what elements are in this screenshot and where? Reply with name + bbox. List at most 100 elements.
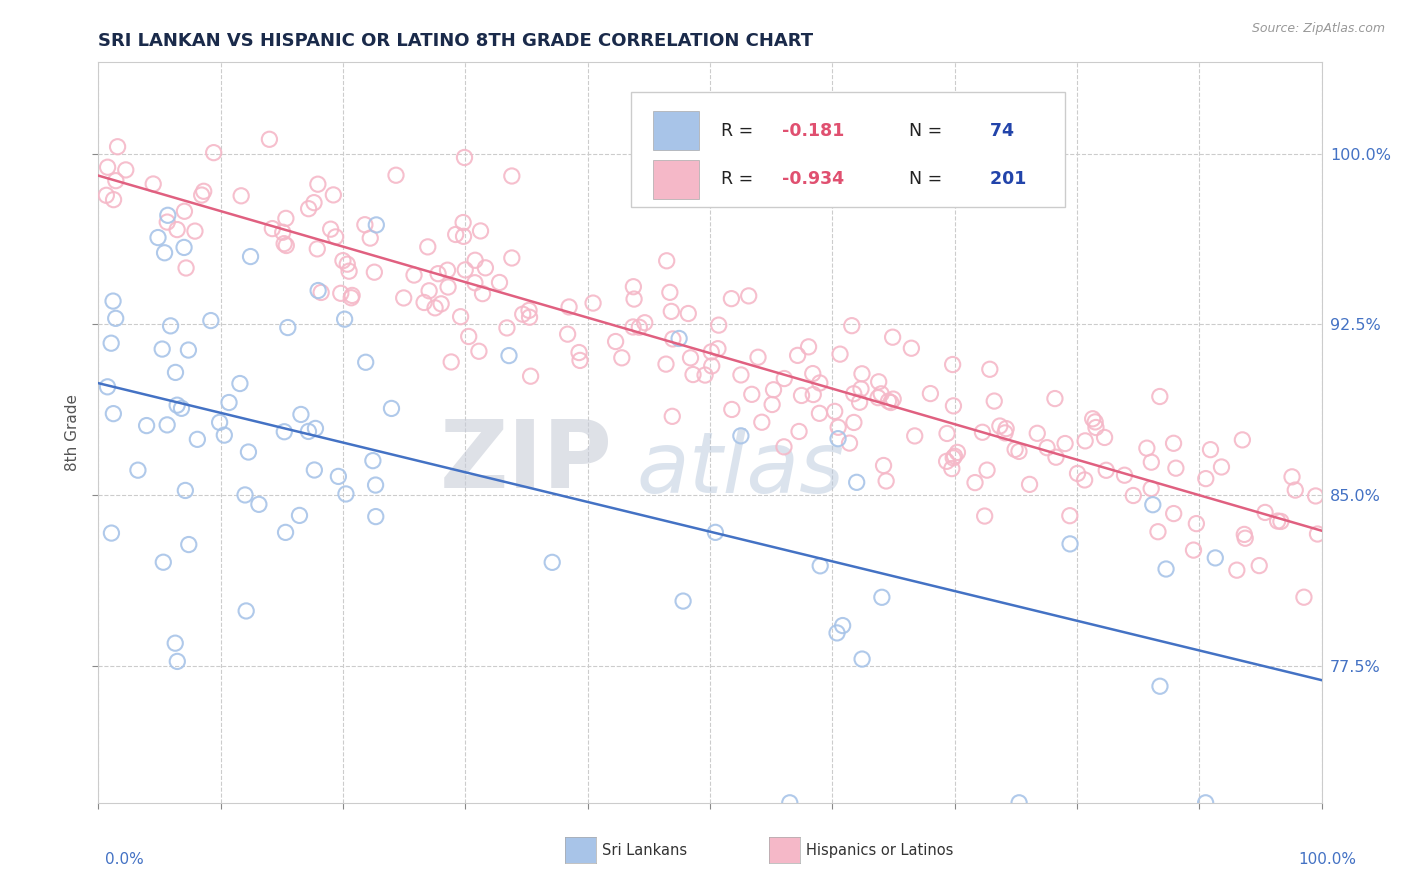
Point [983,394,1005,409]
Point [340,288,363,302]
Point [1084,420,1107,434]
Point [672,594,695,608]
Point [1226,563,1249,577]
Point [842,386,865,401]
Point [842,416,865,430]
Point [877,394,900,409]
Point [942,399,965,413]
Point [107,139,129,153]
Point [231,189,253,203]
Point [828,347,851,361]
Point [235,604,257,618]
Point [166,398,188,412]
Point [153,245,176,260]
Text: 201: 201 [984,170,1026,188]
Text: 0.0%: 0.0% [105,852,145,867]
Point [1140,455,1163,469]
Point [214,428,236,442]
FancyBboxPatch shape [652,161,699,199]
Point [193,184,215,198]
Point [501,169,523,183]
Point [872,458,894,473]
Point [100,336,122,351]
Point [1163,507,1185,521]
Point [1084,415,1107,429]
Text: N =: N = [898,170,948,188]
Point [700,344,723,359]
Point [159,318,181,333]
Point [827,432,849,446]
Point [218,395,240,409]
Point [1154,562,1177,576]
Point [900,341,922,355]
Point [304,463,326,477]
Point [943,449,966,463]
Point [380,401,402,416]
Point [450,310,472,324]
Point [779,796,801,810]
Point [582,296,605,310]
Text: ZIP: ZIP [439,417,612,508]
Point [838,436,860,450]
Point [156,215,179,229]
Point [995,422,1018,436]
Point [655,357,678,371]
Point [177,343,200,357]
Point [474,260,496,275]
Text: R =: R = [721,121,759,139]
Point [440,355,463,369]
Point [229,376,252,391]
Point [1267,514,1289,528]
Point [274,211,297,226]
Point [1182,543,1205,558]
Point [208,416,231,430]
Point [302,195,325,210]
Point [156,208,179,222]
Text: -0.934: -0.934 [776,170,844,188]
FancyBboxPatch shape [652,112,699,150]
Point [541,555,564,569]
Point [1185,516,1208,531]
Point [610,351,633,365]
Point [621,279,644,293]
Point [1164,461,1187,475]
Point [751,415,773,429]
Point [288,508,311,523]
Point [1249,558,1271,573]
Point [741,387,763,401]
Point [340,291,363,305]
Point [904,429,927,443]
Point [239,250,262,264]
Point [364,478,387,492]
Point [273,236,295,251]
Point [1306,527,1329,541]
Point [1043,392,1066,406]
Point [942,450,965,465]
Point [453,229,475,244]
Text: Hispanics or Latinos: Hispanics or Latinos [806,844,953,858]
Point [166,222,188,236]
Point [454,263,477,277]
Point [1281,470,1303,484]
Point [361,453,384,467]
Point [464,276,486,290]
Point [156,417,179,432]
Point [882,392,904,406]
Point [707,342,730,356]
Point [277,320,299,334]
Point [827,420,849,434]
Point [385,168,408,182]
Point [142,177,165,191]
Point [868,375,890,389]
Point [135,418,157,433]
Point [668,331,690,345]
Point [359,231,381,245]
Point [319,222,342,236]
Point [1004,442,1026,457]
Point [1305,489,1327,503]
Point [979,362,1001,376]
Point [468,344,491,359]
Point [1066,467,1088,481]
Point [498,349,520,363]
Point [451,216,474,230]
